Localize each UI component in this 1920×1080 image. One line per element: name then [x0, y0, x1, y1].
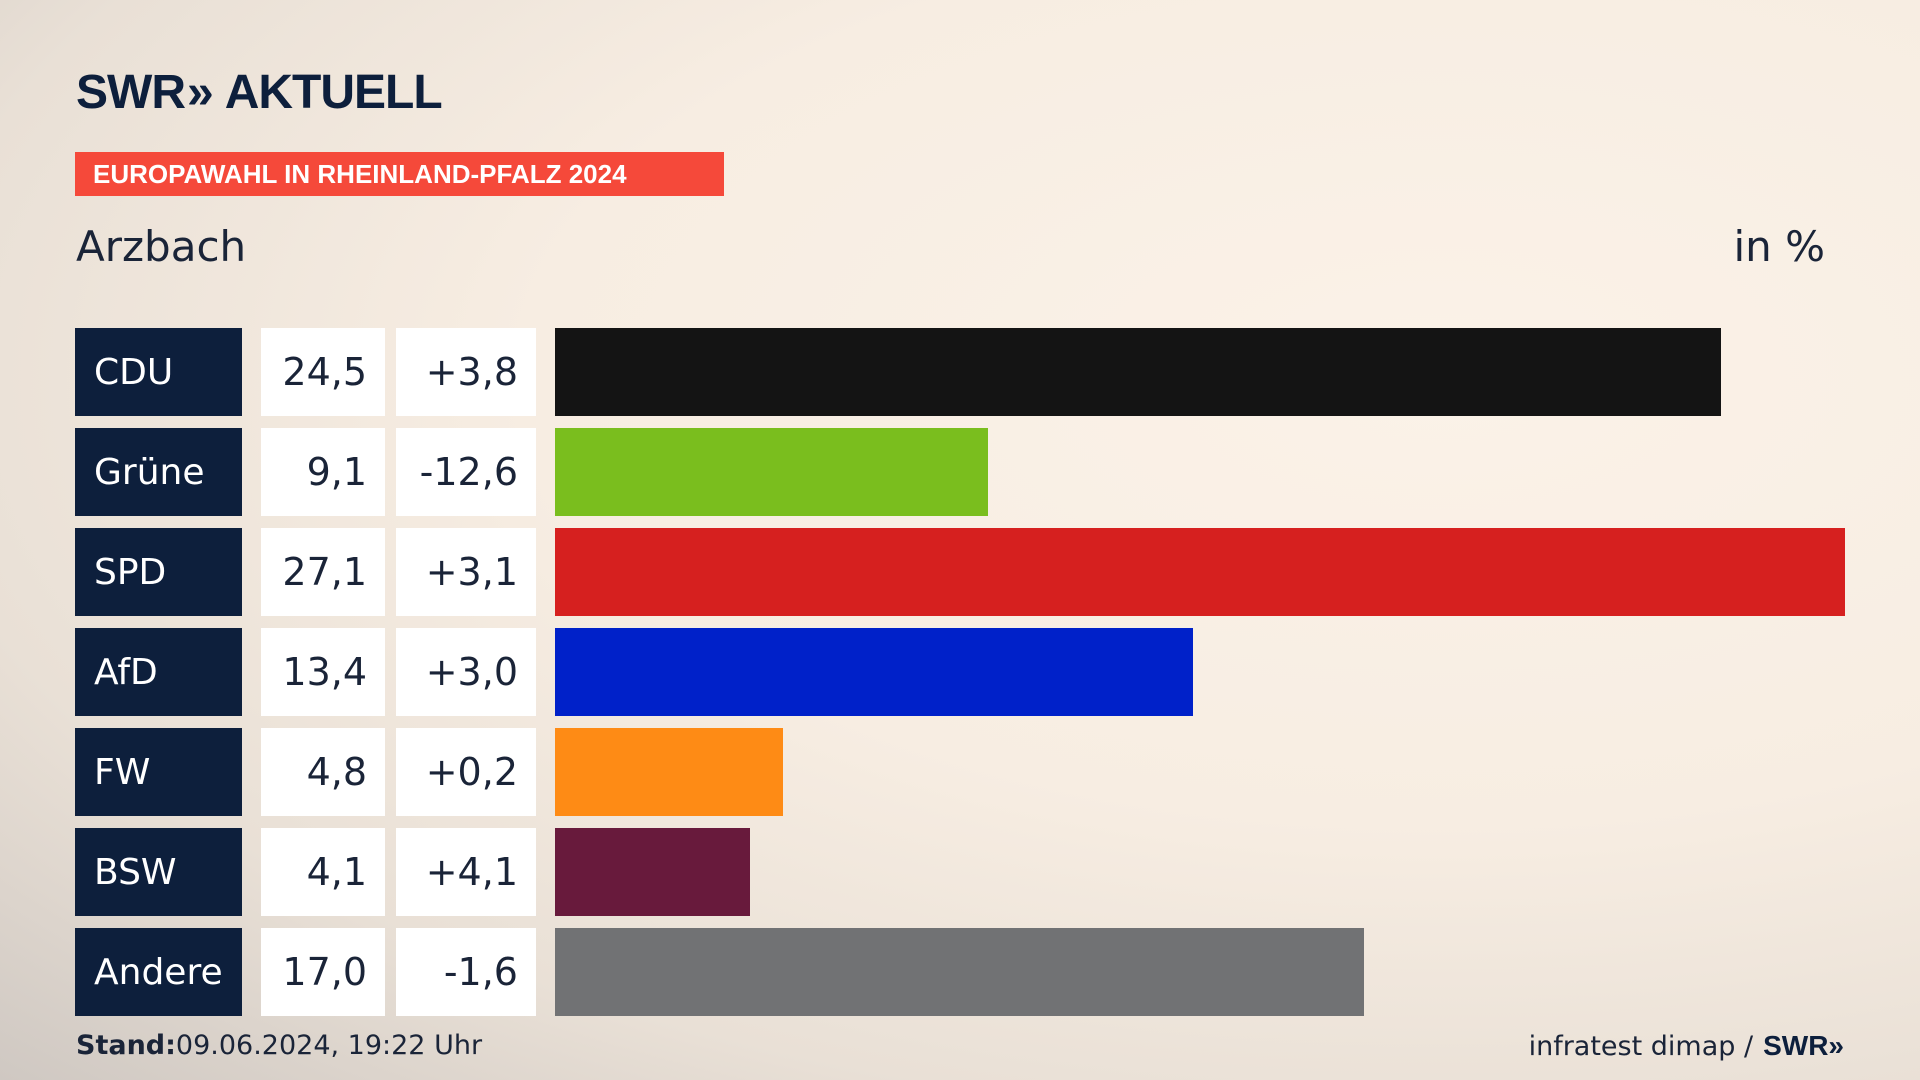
party-label: FW [75, 728, 242, 816]
result-bar [555, 628, 1193, 716]
result-bar [555, 328, 1721, 416]
logo-aktuell-text: AKTUELL [224, 65, 443, 119]
vote-share-label: 24,5 [261, 328, 385, 416]
change-label: +3,0 [396, 628, 536, 716]
party-label: SPD [75, 528, 242, 616]
result-row: AfD 13,4 +3,0 [0, 628, 1920, 716]
change-label: +4,1 [396, 828, 536, 916]
party-label: Grüne [75, 428, 242, 516]
unit-label: in % [1733, 222, 1825, 271]
change-label: -12,6 [396, 428, 536, 516]
result-bar [555, 728, 783, 816]
timestamp: Stand:09.06.2024, 19:22 Uhr [76, 1030, 482, 1061]
result-bar [555, 428, 988, 516]
change-label: +3,8 [396, 328, 536, 416]
swr-aktuell-logo: SWR » AKTUELL [76, 65, 443, 119]
result-bar [555, 928, 1364, 1016]
vote-share-label: 4,8 [261, 728, 385, 816]
result-row: BSW 4,1 +4,1 [0, 828, 1920, 916]
change-label: +3,1 [396, 528, 536, 616]
party-label: CDU [75, 328, 242, 416]
change-label: -1,6 [396, 928, 536, 1016]
swr-small-logo: SWR» [1763, 1030, 1844, 1061]
source-text: infratest dimap / [1528, 1030, 1754, 1062]
party-label: AfD [75, 628, 242, 716]
party-label: BSW [75, 828, 242, 916]
result-row: SPD 27,1 +3,1 [0, 528, 1920, 616]
vote-share-label: 13,4 [261, 628, 385, 716]
vote-share-label: 27,1 [261, 528, 385, 616]
result-row: CDU 24,5 +3,8 [0, 328, 1920, 416]
stand-value: 09.06.2024, 19:22 Uhr [175, 1030, 483, 1061]
location-title: Arzbach [76, 222, 247, 271]
party-label: Andere [75, 928, 242, 1016]
vote-share-label: 4,1 [261, 828, 385, 916]
result-bar [555, 528, 1845, 616]
result-row: FW 4,8 +0,2 [0, 728, 1920, 816]
change-label: +0,2 [396, 728, 536, 816]
stand-label: Stand: [76, 1030, 176, 1061]
chevrons-icon: » [186, 65, 214, 119]
election-tag: EUROPAWAHL IN RHEINLAND-PFALZ 2024 [75, 152, 724, 196]
result-row: Andere 17,0 -1,6 [0, 928, 1920, 1016]
vote-share-label: 17,0 [261, 928, 385, 1016]
logo-swr-text: SWR [76, 65, 186, 119]
source-credit: infratest dimap / SWR» [1529, 1030, 1844, 1062]
vote-share-label: 9,1 [261, 428, 385, 516]
result-bar [555, 828, 750, 916]
result-row: Grüne 9,1 -12,6 [0, 428, 1920, 516]
